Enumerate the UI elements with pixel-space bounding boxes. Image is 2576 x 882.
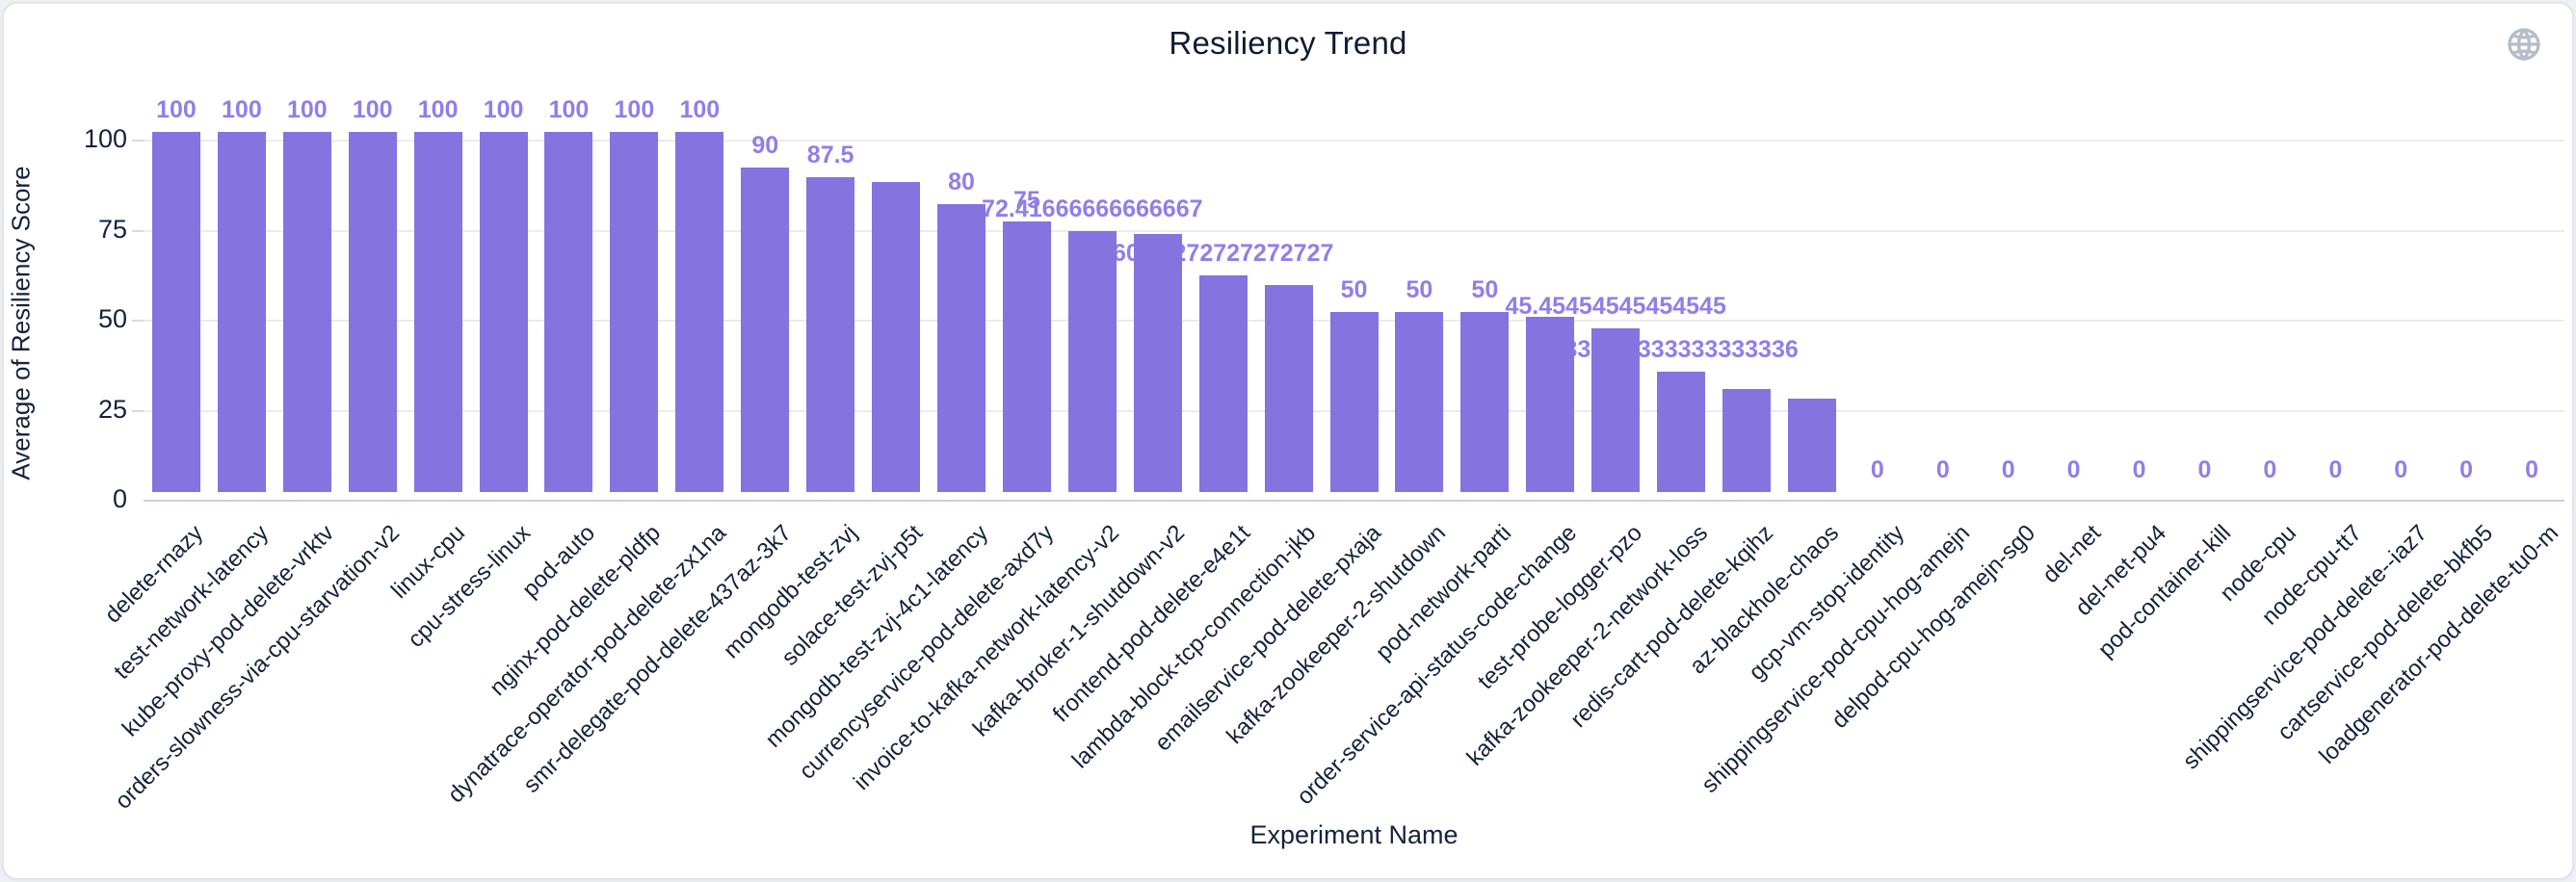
bar-value-label: 50 bbox=[1340, 276, 1368, 303]
bar-value-label: 0 bbox=[2132, 456, 2146, 483]
y-tick-label: 0 bbox=[112, 484, 127, 513]
y-tick-label: 75 bbox=[97, 214, 127, 244]
bar[interactable] bbox=[610, 132, 658, 492]
bar-value-label: 72.41666666666667 bbox=[982, 195, 1203, 223]
bar-value-label: 100 bbox=[548, 96, 590, 123]
gridline bbox=[144, 140, 2564, 142]
bar-value-label: 0 bbox=[2459, 456, 2474, 483]
bar-value-label: 100 bbox=[156, 96, 197, 123]
bar-value-label: 100 bbox=[417, 96, 459, 123]
x-axis-title: Experiment Name bbox=[1249, 820, 1459, 849]
globe-icon[interactable] bbox=[2505, 25, 2543, 64]
bar[interactable] bbox=[1068, 231, 1117, 492]
bar-value-label: 0 bbox=[1870, 456, 1884, 483]
bar-value-label: 0 bbox=[2066, 456, 2081, 483]
bar[interactable] bbox=[1265, 285, 1313, 492]
gridline bbox=[144, 229, 2564, 232]
bar[interactable] bbox=[872, 182, 920, 492]
bar-value-label: 90 bbox=[751, 132, 779, 160]
bar[interactable] bbox=[1722, 389, 1771, 492]
bar-value-label: 100 bbox=[614, 96, 655, 123]
bar[interactable] bbox=[1199, 275, 1248, 492]
bar[interactable] bbox=[414, 132, 462, 492]
bar-value-label: 100 bbox=[222, 96, 262, 123]
bar[interactable] bbox=[806, 177, 854, 492]
bar-value-label: 50 bbox=[1471, 276, 1499, 303]
bar-value-label: 0 bbox=[2197, 456, 2212, 483]
bar-value-label: 80 bbox=[948, 168, 975, 195]
bar[interactable] bbox=[1003, 221, 1051, 492]
y-tick-label: 50 bbox=[97, 304, 127, 333]
y-tick-label: 25 bbox=[97, 394, 127, 424]
x-tick-label: loadgenerator-pod-delete-tu0-m bbox=[2314, 520, 2564, 769]
bar[interactable] bbox=[1657, 372, 1705, 492]
bar[interactable] bbox=[480, 132, 528, 492]
bar[interactable] bbox=[1526, 317, 1574, 492]
bar[interactable] bbox=[1330, 312, 1379, 492]
bar-value-label: 100 bbox=[352, 96, 393, 123]
bar-value-label: 45.45454545454545 bbox=[1505, 293, 1726, 320]
x-axis-line bbox=[144, 500, 2564, 502]
bar-value-label: 100 bbox=[286, 96, 328, 123]
bar[interactable] bbox=[1395, 312, 1443, 492]
bar-value-label: 100 bbox=[483, 96, 524, 123]
bar-value-label: 0 bbox=[1935, 456, 1950, 483]
bar[interactable] bbox=[937, 204, 986, 492]
y-tick-mark bbox=[132, 320, 144, 322]
chart-title: Resiliency Trend bbox=[1169, 25, 1407, 61]
bar-value-label: 87.5 bbox=[806, 141, 854, 169]
bar[interactable] bbox=[1460, 312, 1509, 492]
bar-value-label: 0 bbox=[2328, 456, 2343, 483]
bar[interactable] bbox=[152, 132, 200, 492]
bar-value-label: 0 bbox=[2263, 456, 2277, 483]
bar-value-label: 75 bbox=[1012, 186, 1040, 214]
y-tick-mark bbox=[132, 140, 144, 142]
x-tick-label: kafka-zookeeper-2-network-loss bbox=[1461, 520, 1714, 771]
bar[interactable] bbox=[1788, 399, 1836, 492]
bar[interactable] bbox=[283, 132, 331, 492]
bar-value-label: 0 bbox=[2001, 456, 2015, 483]
bar-value-label: 0 bbox=[2394, 456, 2408, 483]
y-tick-mark bbox=[132, 409, 144, 412]
bar[interactable] bbox=[741, 168, 789, 492]
y-tick-mark bbox=[132, 229, 144, 232]
bar[interactable] bbox=[1591, 328, 1640, 492]
bar-value-label: 100 bbox=[679, 96, 721, 123]
bar[interactable] bbox=[218, 132, 266, 492]
bar-value-label: 0 bbox=[2525, 456, 2538, 483]
bar[interactable] bbox=[1134, 234, 1182, 492]
y-tick-label: 100 bbox=[83, 124, 127, 153]
bar[interactable] bbox=[544, 132, 592, 492]
bar[interactable] bbox=[675, 132, 723, 492]
bar-value-label: 50 bbox=[1406, 276, 1433, 303]
bar[interactable] bbox=[349, 132, 397, 492]
